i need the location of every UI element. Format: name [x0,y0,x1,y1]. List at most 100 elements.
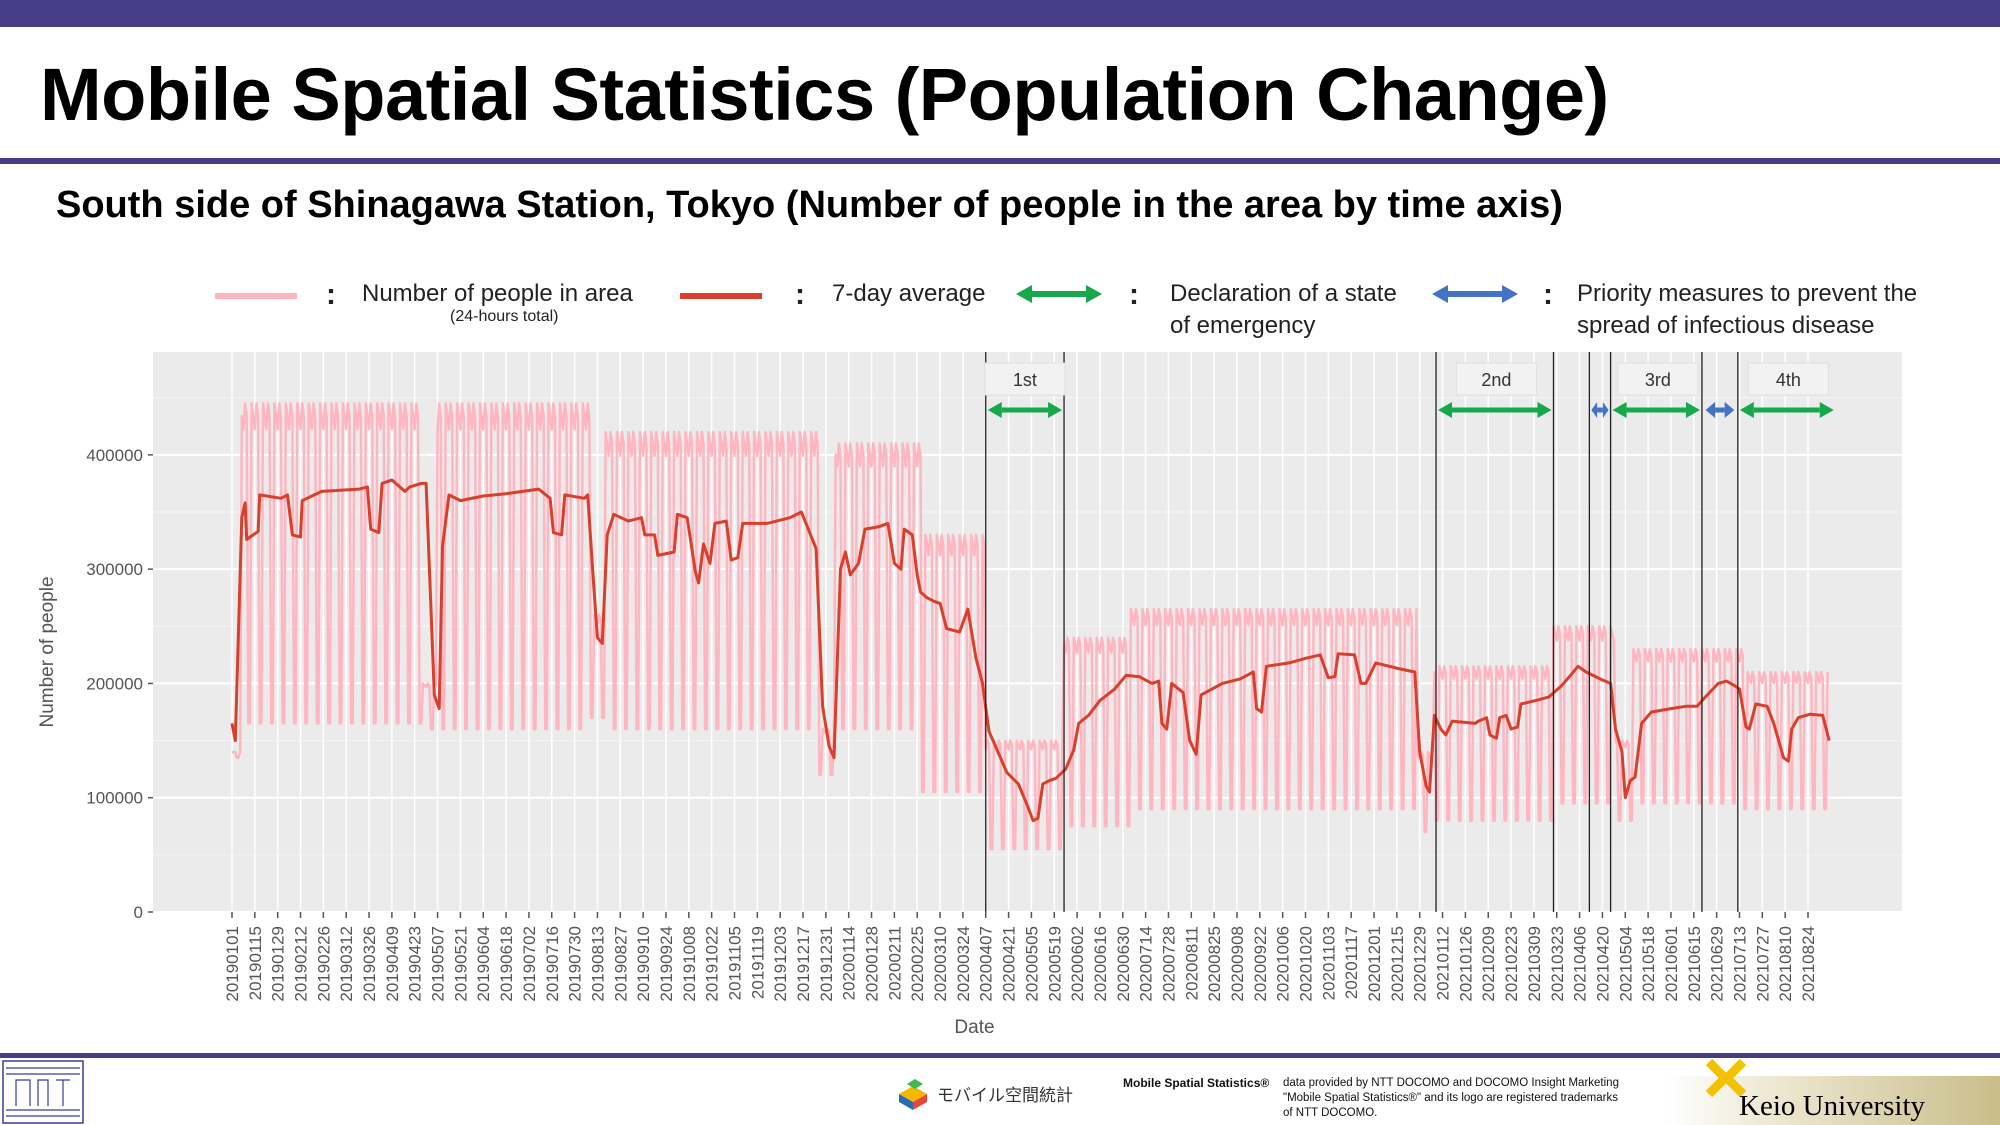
page-subtitle: South side of Shinagawa Station, Tokyo (… [56,184,1563,226]
x-tick-label: 20200922 [1251,926,1270,1002]
emergency-period-arrow [987,402,1063,418]
legend-colon: : [326,278,336,311]
x-tick-label: 20191022 [703,926,722,1002]
legend-swatch-daily [215,293,297,299]
x-tick-label: 20190702 [520,926,539,1002]
period-label-box [984,362,1066,396]
legend-swatch-average [680,293,762,299]
x-tick-label: 20200211 [885,926,904,1000]
x-tick-label: 20190326 [360,926,379,1002]
x-tick-label: 20190129 [269,926,288,1002]
legend-colon: : [795,278,805,311]
x-tick-label: 20190910 [634,926,653,1002]
x-tick-label: 20200616 [1091,926,1110,1002]
x-tick-label: 20200324 [954,926,973,1002]
x-tick-label: 20210504 [1616,926,1635,1002]
x-tick-label: 20190312 [337,926,356,1002]
title-divider [0,158,2000,164]
period-label: 3rd [1645,370,1671,390]
x-tick-label: 20190813 [588,926,607,1002]
credit-line-1: data provided by NTT DOCOMO and DOCOMO I… [1283,1077,1619,1089]
x-tick-label: 20200114 [840,926,859,1000]
y-tick-label: 300000 [86,560,143,579]
priority-period-arrow [1705,402,1735,418]
x-tick-label: 20201006 [1274,926,1293,1002]
x-tick-label: 20201201 [1365,926,1384,1002]
x-tick-label: 20190409 [383,926,402,1002]
top-accent-bar [0,0,2000,27]
legend-swatch-emergency [1016,285,1102,303]
x-tick-label: 20210209 [1479,926,1498,1002]
x-tick-label: 20190521 [451,926,470,1002]
x-tick-label: 20190423 [406,926,425,1002]
x-tick-label: 20210309 [1525,926,1544,1002]
x-tick-label: 20191217 [794,926,813,1002]
x-tick-label: 20191119 [748,926,767,999]
y-tick-label: 0 [134,903,143,922]
priority-period-arrow [1591,402,1609,418]
emergency-period-arrow [1739,402,1834,418]
period-label: 2nd [1481,370,1511,390]
credit-line-2: "Mobile Spatial Statistics®" and its log… [1283,1092,1618,1104]
period-label-box [1617,362,1699,396]
legend-label-daily: Number of people in area [362,280,633,307]
emergency-period-arrow [1612,402,1700,418]
x-tick-label: 20200128 [863,926,882,1002]
x-tick-label: 20190212 [292,926,311,1002]
x-tick-label: 20191105 [725,926,744,1000]
x-tick-label: 20210601 [1662,926,1681,1002]
x-tick-label: 20190730 [566,926,585,1002]
x-tick-label: 20210727 [1753,926,1772,1002]
x-tick-label: 20200407 [977,926,996,1002]
population-chart: 0 100000 200000 300000 400000 20190101 2019011… [37,352,1902,1038]
x-tick-label: 20210126 [1456,926,1475,1002]
y-tick-label: 100000 [86,789,143,808]
period-label-box [1747,362,1829,396]
x-tick-label: 20200630 [1114,926,1133,1002]
x-tick-label: 20190507 [429,926,448,1002]
x-tick-label: 20190924 [657,926,676,1002]
keio-pen-icon [1705,1058,1747,1098]
x-tick-label: 20200811 [1182,926,1201,1000]
credit-line-3: of NTT DOCOMO. [1283,1107,1378,1119]
x-tick-label: 20210629 [1708,926,1727,1002]
x-tick-label: 20201103 [1319,926,1338,1000]
x-tick-label: 20200908 [1228,926,1247,1002]
x-tick-label: 20210406 [1571,926,1590,1002]
x-tick-label: 20201229 [1411,926,1430,1002]
x-tick-label: 20210518 [1639,926,1658,1002]
x-tick-label: 20210223 [1502,926,1521,1002]
x-tick-label: 20191203 [771,926,790,1002]
series-daily-people [231,402,1829,851]
x-tick-label: 20190115 [246,926,265,1000]
x-tick-label: 20191231 [817,926,836,1002]
y-tick-label: 400000 [86,446,143,465]
x-tick-label: 20210420 [1593,926,1612,1002]
period-label: 1st [1013,370,1037,390]
legend-label-emergency-1: Declaration of a state [1170,280,1397,307]
university-name: Keio University [1739,1090,1926,1122]
period-label-box [1455,362,1537,396]
x-tick-label: 20200310 [931,926,950,1002]
emergency-period-arrow [1438,402,1552,418]
x-tick-label: 20210615 [1685,926,1704,1002]
x-tick-label: 20200728 [1159,926,1178,1002]
x-tick-label: 20190716 [543,926,562,1002]
x-tick-label: 20210112 [1434,926,1453,1000]
x-tick-label: 20201020 [1297,926,1316,1002]
chart-legend: : Number of people in area (24-hours tot… [0,270,2000,350]
x-tick-label: 20200505 [1022,926,1041,1002]
x-tick-label: 20200519 [1045,926,1064,1002]
x-tick-label: 20200602 [1068,926,1087,1002]
x-tick-label: 20200225 [908,926,927,1002]
x-tick-label: 20210810 [1776,926,1795,1002]
legend-label-priority-2: spread of infectious disease [1577,312,1875,339]
legend-label-priority-1: Priority measures to prevent the [1577,280,1918,307]
x-tick-label: 20190827 [611,926,630,1002]
mobile-spatial-logo: モバイル空間統計 [899,1079,1073,1110]
legend-colon: : [1129,278,1139,311]
x-tick-label: 20200421 [1000,926,1019,1002]
legend-label-average: 7-day average [832,280,986,307]
x-tick-label: 20210824 [1799,926,1818,1002]
legend-label-emergency-2: of emergency [1170,312,1316,339]
